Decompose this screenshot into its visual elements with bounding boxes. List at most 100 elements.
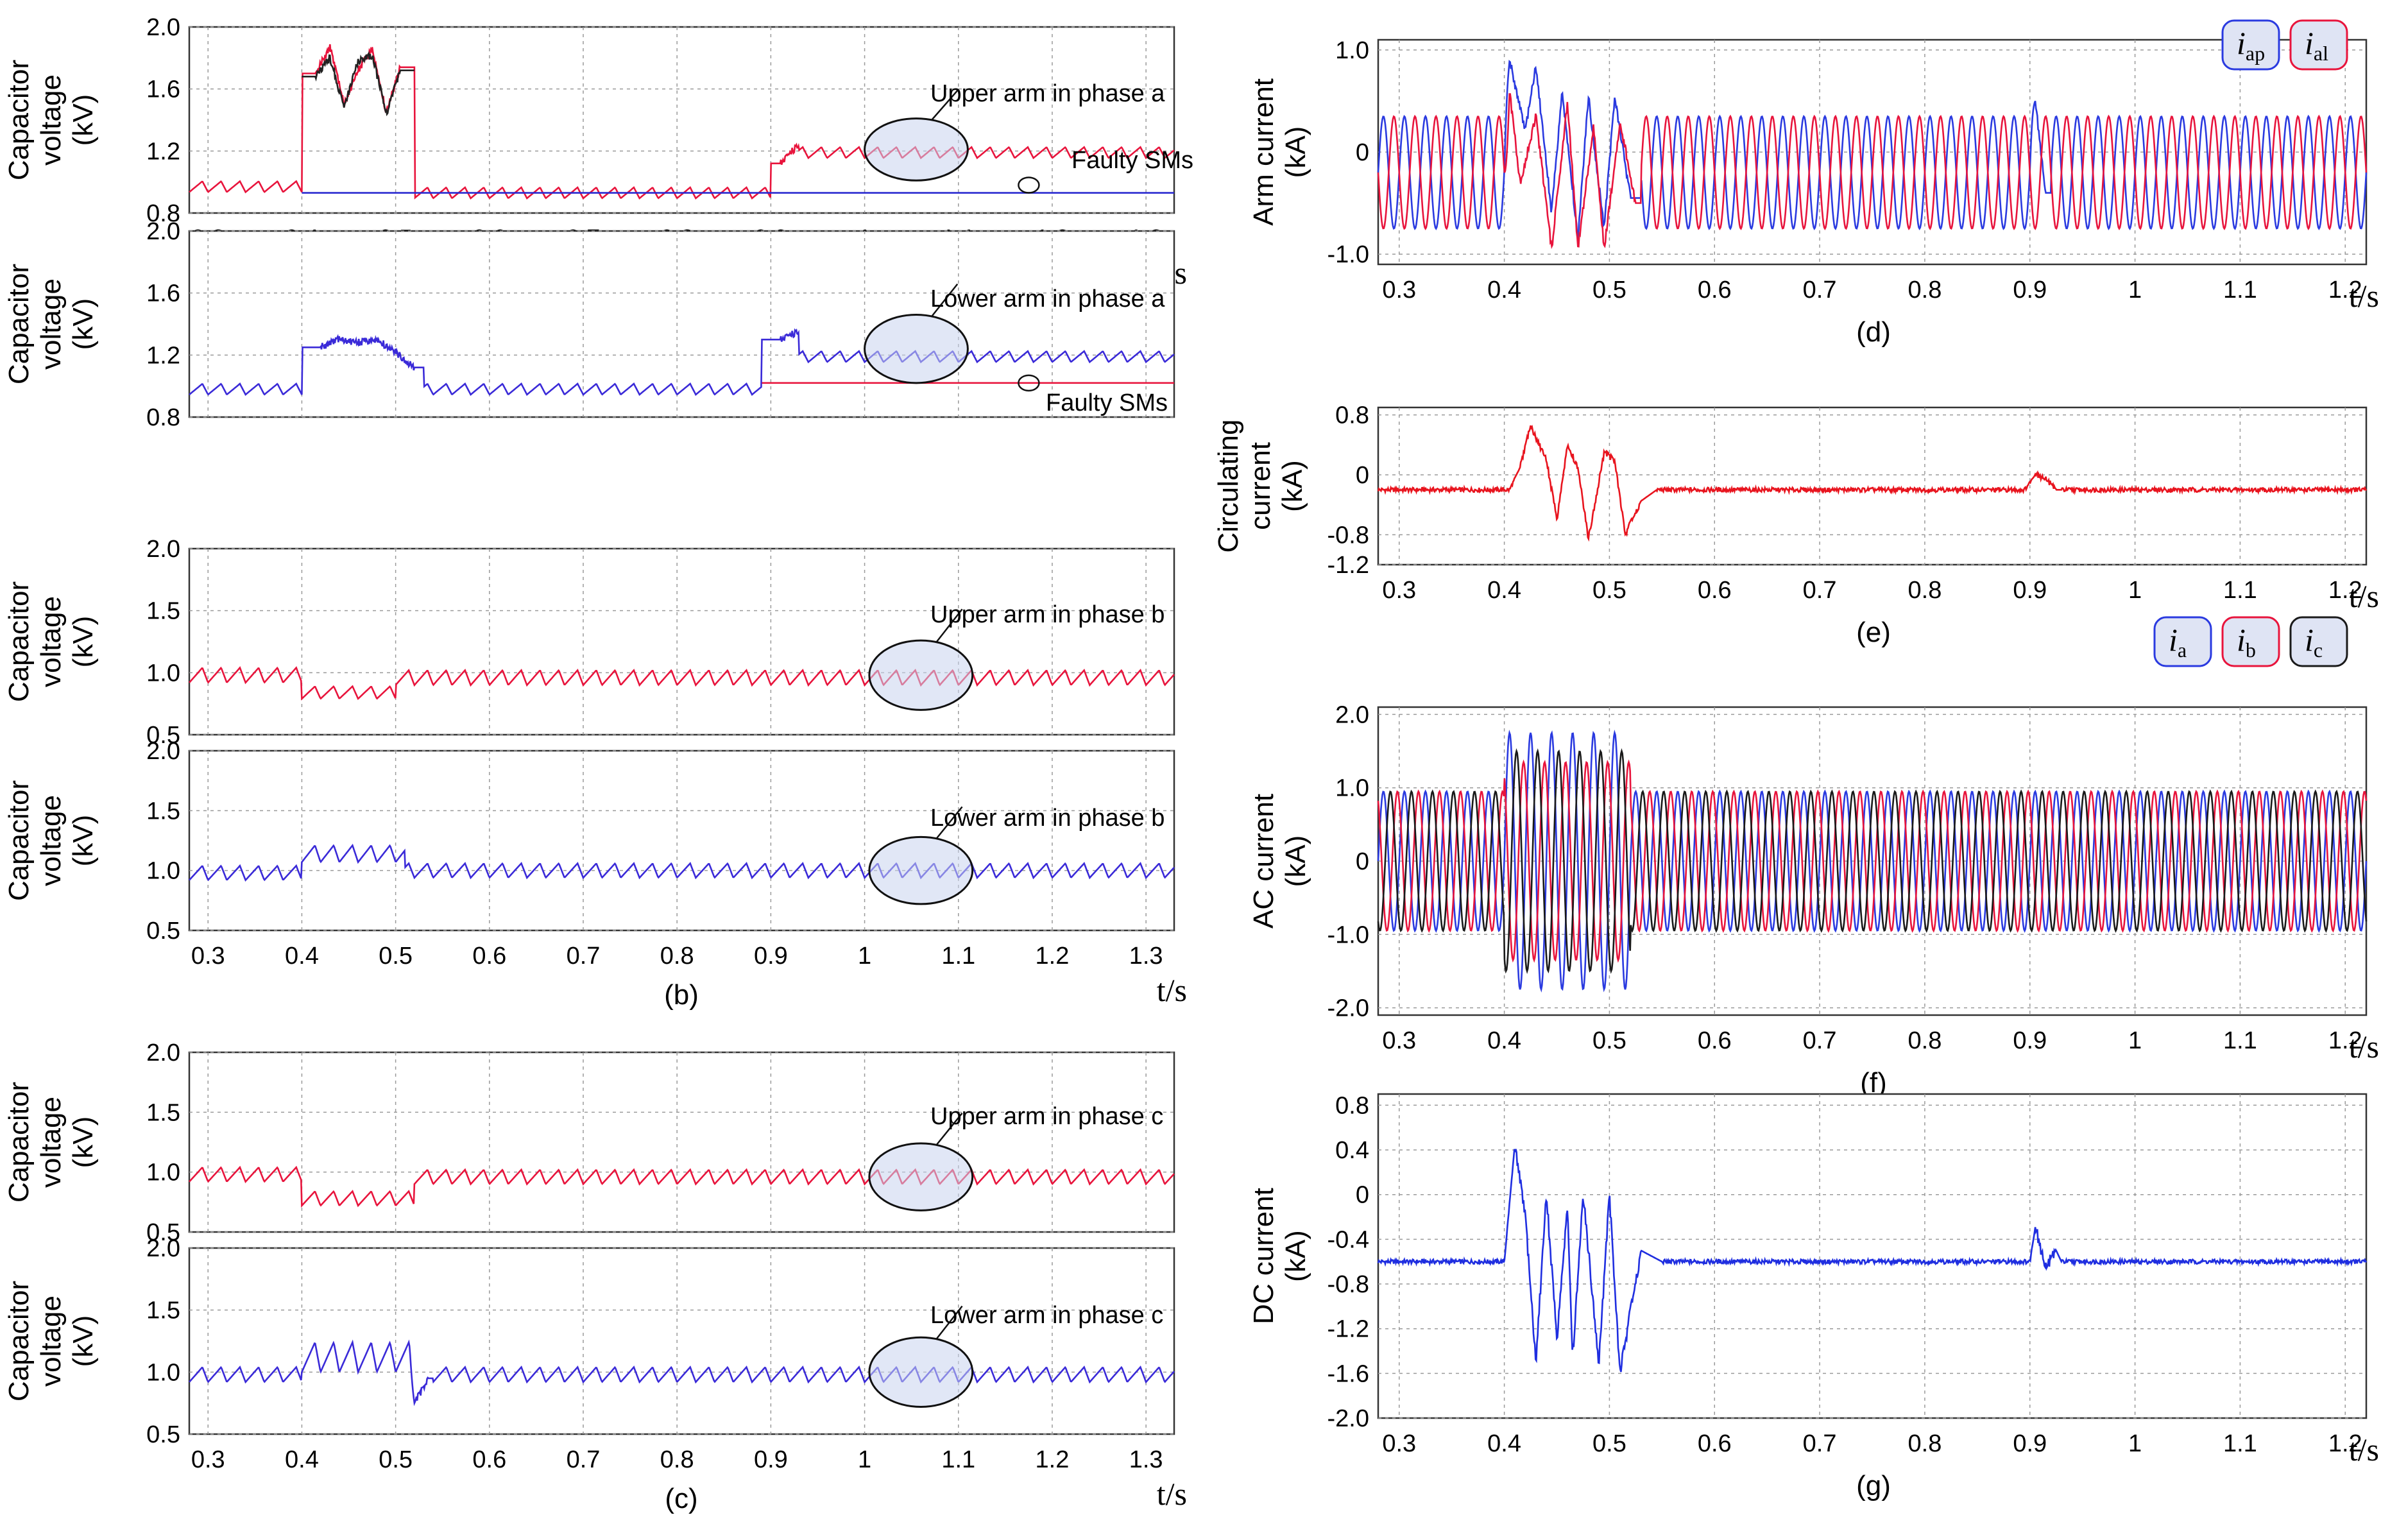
x-tick-label: 1.1 [2223,277,2257,304]
y-axis-label-line: (kA) [1280,1230,1311,1282]
y-tick-label: -1.0 [1327,921,1369,948]
y-axis-label-line: Capacitor [3,1281,35,1401]
panel-c1: 0.5 1.0 1.5 2.0 Capacitor voltage (kV) Upper ar… [3,1040,1175,1246]
annotation-text: Lower arm in phase a [930,286,1165,312]
legend-box [2221,19,2280,71]
x-tick-label: 0.3 [191,1446,225,1473]
x-tick-label: 1.2 [2328,1430,2362,1457]
panel-g: 0.8 0.4 0 -0.4 -0.8 -1.2 -1.6 -2.0 0.3 0.4 0.5 0.6 0… [1248,1092,2379,1502]
plot-frame [1377,406,2368,566]
y-tick-label: 1.6 [146,280,180,307]
y-tick-label: 0.5 [146,918,180,945]
series-line-ial [1377,93,2368,250]
y-tick-label: 0.5 [146,722,180,749]
legend-box [2289,616,2348,667]
y-tick-label: 2.0 [1335,701,1369,728]
y-tick-label: 0 [1356,848,1369,875]
plot-frame [188,1051,1175,1233]
y-tick-label: 2.0 [146,536,180,563]
y-tick-label: -1.0 [1327,241,1369,268]
panel-e: 0.8 0 -0.8 -1.2 0.3 0.4 0.5 0.6 0.7 0.8 0.9 1 1.1 1.2… [1213,402,2379,648]
x-tick-label: 0.5 [1592,577,1626,604]
y-axis-label-line: Capacitor [3,581,35,702]
series-line-ia [1377,730,2368,993]
y-tick-label: 1.2 [146,342,180,369]
y-axis-label: AC current (kA) [1248,794,1311,928]
y-tick-label: 1.0 [1335,37,1369,64]
x-tick-label: 0.6 [472,1446,506,1473]
annotation-text: Faulty SMs [1046,389,1168,416]
series-line-upper-arm-phase-c [189,1165,1175,1208]
x-tick-label: 0.8 [660,1446,694,1473]
x-tick-label: 0.3 [1382,577,1416,604]
x-tick-label: 0.7 [1803,577,1837,604]
panel-b2: 0.5 1.0 1.5 2.0 0.3 0.4 0.5 0.6 0.7 0.8 0.9 1 1.1 1.2… [3,738,1187,1011]
annotation-leader [931,283,959,317]
annotation-text: Faulty SMs [1071,147,1193,174]
x-tick-label: 1.1 [2223,1430,2257,1457]
y-axis-label-line: Circulating [1213,420,1244,553]
y-axis-label: Capacitor voltage (kV) [3,1082,99,1202]
y-axis-label-line: voltage [35,596,67,687]
x-tick-label: 1.1 [941,1446,975,1473]
y-tick-label: 1.0 [146,660,180,687]
annotation-leader [935,1113,963,1146]
panel-d: -1.0 0 1.0 0.3 0.4 0.5 0.6 0.7 0.8 0.9 1 1.1 1.2 Arm … [1248,19,2379,348]
y-axis-label-line: voltage [35,74,67,166]
x-tick-label: 1.3 [1129,1446,1163,1473]
y-axis-label-line: Arm current [1248,78,1279,226]
series-line-upper-arm-(black) [302,51,414,117]
legend-entry-ial: ial [2289,19,2348,71]
x-tick-label: 1.2 [2328,577,2362,604]
x-tick-label: 0.8 [660,943,694,970]
y-axis-label-line: (kV) [67,298,99,350]
figure-caption: (b) [664,979,699,1011]
y-tick-label: 0.5 [146,1219,180,1246]
x-tick-label: 1 [2128,1430,2142,1457]
y-axis-label-line: (kV) [67,94,99,146]
x-tick-label: 0.8 [1908,1027,1942,1054]
annotation-text: Upper arm in phase a [930,80,1165,107]
x-tick-label: 1 [2128,577,2142,604]
y-axis-label-line: (kV) [67,616,99,668]
panel-c2: 0.5 1.0 1.5 2.0 0.3 0.4 0.5 0.6 0.7 0.8 0.9 1 1.1 1.2… [3,1235,1187,1514]
panel-a2: 0.8 1.2 1.6 2.0 Capacitor voltage (kV) Lower ar… [3,218,1175,431]
y-axis-label: Arm current (kA) [1248,78,1311,226]
y-tick-label: 2.0 [146,1235,180,1262]
y-tick-label: 0.8 [146,404,180,431]
y-tick-label: 2.0 [146,218,180,245]
highlight-oval [868,1142,974,1211]
y-axis-label: Capacitor voltage (kV) [3,264,99,384]
x-tick-label: 0.6 [1698,1027,1732,1054]
x-tick-label: 1.1 [2223,1027,2257,1054]
x-tick-label: 0.3 [1382,1430,1416,1457]
x-tick-label: 1.2 [1036,1446,1070,1473]
x-tick-label: 1 [2128,1027,2142,1054]
x-tick-label: 0.6 [1698,577,1732,604]
y-tick-label: 1.2 [146,138,180,165]
x-tick-label: 1.1 [941,943,975,970]
x-tick-label: 0.7 [1803,277,1837,304]
x-tick-label: 0.4 [285,1446,319,1473]
x-tick-label: 0.6 [1698,277,1732,304]
series-line-ic [1377,748,2368,975]
series-line-dc-current [1377,1149,2368,1373]
y-axis-label-line: Capacitor [3,264,35,384]
annotation-text: Lower arm in phase b [930,805,1165,832]
y-tick-label: 1.0 [1335,775,1369,802]
legend-box [2289,19,2348,71]
legend-entry-ic: ic [2289,616,2348,667]
x-tick-label: 0.9 [2013,277,2047,304]
y-axis-label: Capacitor voltage (kV) [3,581,99,702]
annotation-leader [931,90,959,121]
y-tick-label: 0 [1356,139,1369,166]
y-tick-label: -1.6 [1327,1360,1369,1387]
y-tick-label: 1.6 [146,76,180,103]
y-axis-label: Capacitor voltage (kV) [3,780,99,901]
y-axis-label-line: voltage [35,1097,67,1188]
annotation-leader [935,1305,963,1340]
highlight-oval [864,117,969,182]
x-tick-label: 0.4 [285,943,319,970]
x-tick-label: 0.6 [1698,1430,1732,1457]
